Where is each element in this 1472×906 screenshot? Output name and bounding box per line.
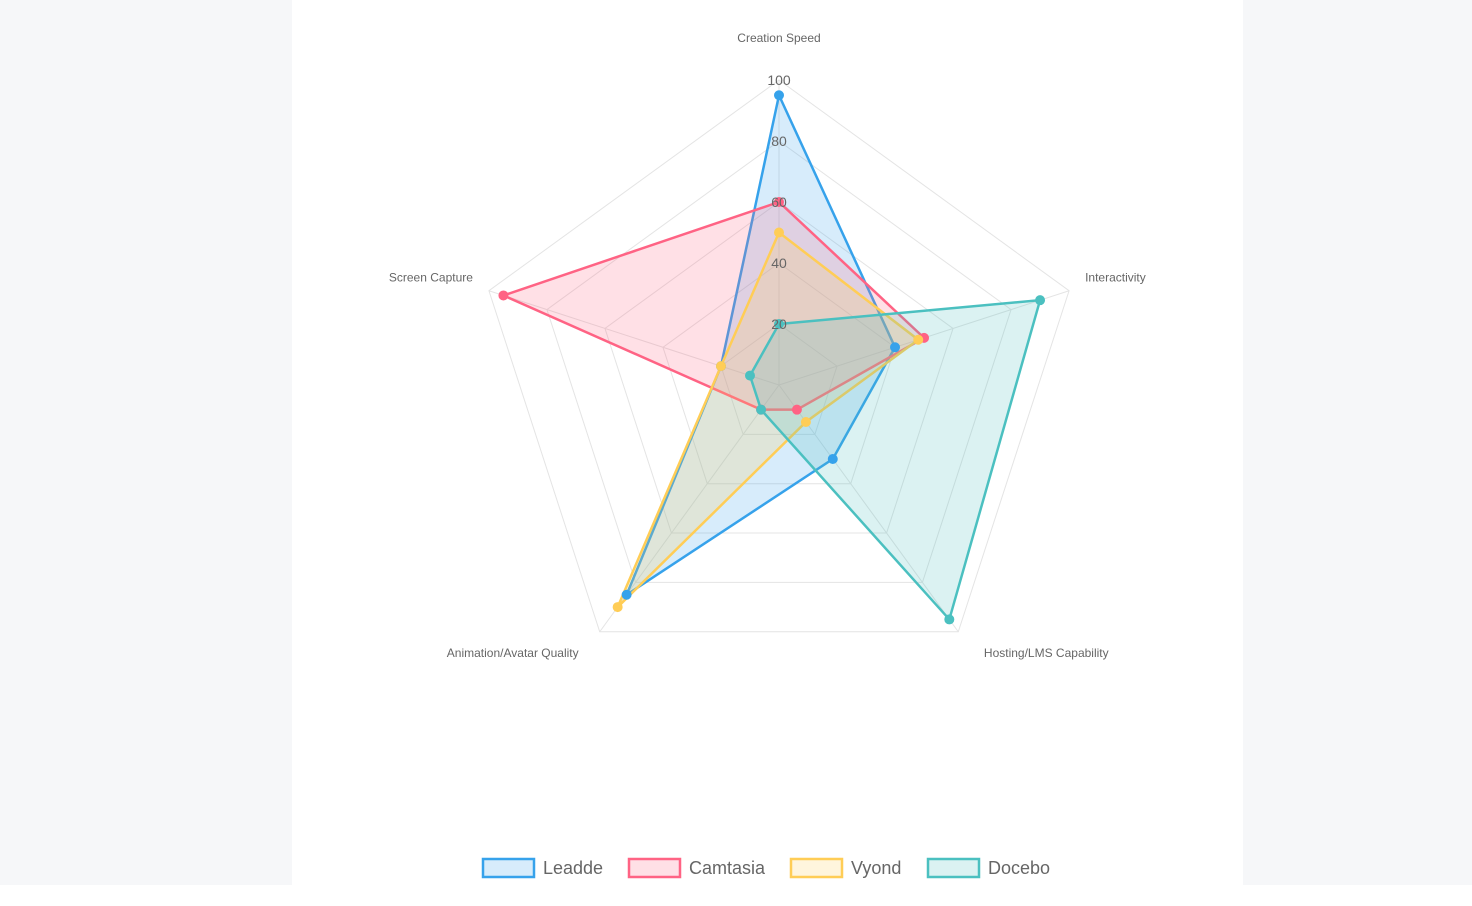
legend-item-camtasia[interactable]: Camtasia [627, 857, 766, 879]
legend-label: Leadde [543, 858, 603, 878]
axis-label: Creation Speed [737, 31, 820, 45]
series-docebo-point[interactable] [756, 404, 767, 415]
legend-item-docebo[interactable]: Docebo [926, 857, 1050, 879]
legend-item-vyond[interactable]: Vyond [789, 857, 901, 879]
series-leadde-point[interactable] [827, 454, 838, 465]
series-vyond-point[interactable] [715, 361, 726, 372]
bottom-band [0, 885, 1472, 906]
tick-label: 60 [771, 194, 787, 210]
radar-series [498, 90, 1046, 625]
legend-swatch [789, 857, 844, 879]
series-vyond-point[interactable] [800, 417, 811, 428]
series-leadde-point[interactable] [621, 589, 632, 600]
axis-label: Animation/Avatar Quality [447, 646, 579, 660]
legend-swatch [627, 857, 682, 879]
axis-spoke [488, 290, 780, 386]
grid-ring-20 [720, 323, 838, 435]
series-camtasia-point[interactable] [791, 404, 802, 415]
series-camtasia-point[interactable] [498, 290, 509, 301]
legend-label: Camtasia [689, 858, 766, 878]
series-vyond-point[interactable] [774, 227, 784, 238]
series-vyond-point[interactable] [913, 334, 924, 345]
radar-ticks: 20 40 60 80 100 [767, 72, 791, 332]
series-docebo-point[interactable] [744, 370, 755, 381]
series-leadde-point[interactable] [890, 342, 901, 353]
legend-swatch [926, 857, 981, 879]
series-docebo-point[interactable] [944, 614, 955, 625]
tick-label: 100 [767, 72, 791, 88]
series-vyond-point[interactable] [612, 602, 623, 613]
series-vyond-area [616, 230, 921, 608]
series-docebo-area [748, 298, 1042, 622]
radar-axis-labels: Creation Speed Interactivity Hosting/LMS C… [389, 31, 1146, 660]
legend-label: Vyond [851, 858, 901, 878]
series-docebo-point[interactable] [774, 319, 784, 329]
axis-label: Interactivity [1085, 271, 1146, 285]
series-docebo-point[interactable] [1035, 295, 1046, 306]
grid-ring-40 [662, 262, 896, 485]
axis-label: Screen Capture [389, 271, 473, 285]
series-leadde-point[interactable] [774, 90, 784, 101]
grid-ring-80 [546, 140, 1012, 583]
series-leadde-area [623, 91, 897, 599]
legend-item-leadde[interactable]: Leadde [481, 857, 603, 879]
tick-label: 20 [771, 316, 787, 332]
series-camtasia-area [499, 200, 927, 411]
tick-label: 40 [771, 255, 787, 271]
grid-ring-60 [604, 201, 954, 534]
axis-spoke [778, 384, 959, 633]
legend-swatch [481, 857, 536, 879]
chart-legend: Leadde Camtasia Vyond Docebo [481, 857, 1050, 879]
series-camtasia-point[interactable] [774, 197, 784, 207]
legend-label: Docebo [988, 858, 1050, 878]
axis-label: Hosting/LMS Capability [984, 646, 1109, 660]
grid-ring-100 [488, 79, 1070, 633]
tick-label: 80 [771, 133, 787, 149]
